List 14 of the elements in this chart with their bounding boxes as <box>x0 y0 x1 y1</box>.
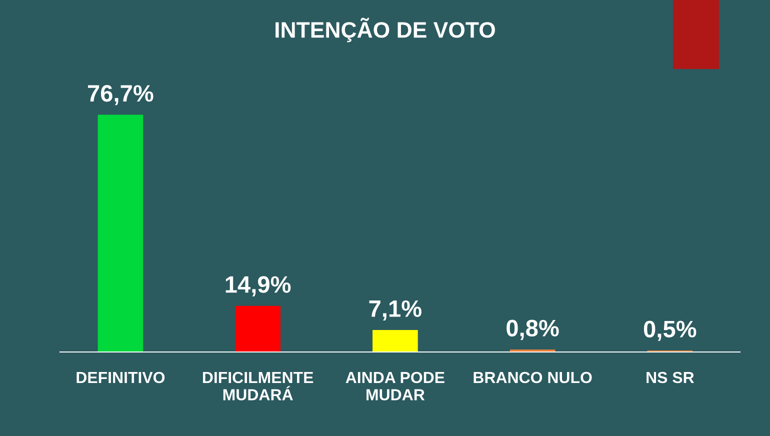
chart-title: INTENÇÃO DE VOTO <box>276 18 495 42</box>
data-label: 14,9% <box>226 276 291 296</box>
x-tick-label: BRANCO NULO <box>474 372 592 384</box>
x-tick-label: AINDA PODE MUDAR <box>346 372 444 400</box>
x-tick-label: DIFICILMENTE MUDARÁ <box>202 372 314 400</box>
bar <box>372 330 418 352</box>
data-label: 0,5% <box>644 320 696 341</box>
data-label: 7,1% <box>369 300 422 320</box>
data-label: 76,7% <box>88 85 154 106</box>
data-label: 0,8% <box>506 320 559 340</box>
bar <box>98 114 144 352</box>
x-tick-label: NS SR <box>646 372 694 384</box>
x-tick-label: DEFINITIVO <box>76 372 165 384</box>
bar <box>235 306 280 352</box>
